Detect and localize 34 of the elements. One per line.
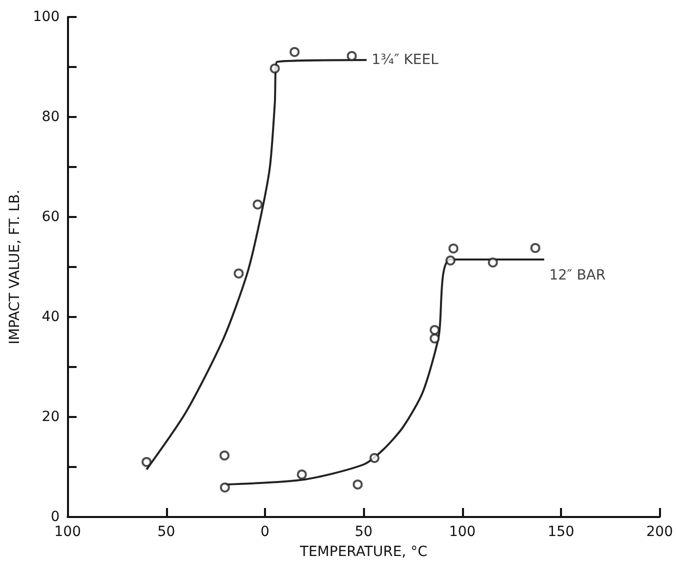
y-axis-title: IMPACT VALUE, FT. LB.	[7, 190, 23, 344]
point	[448, 244, 458, 254]
y-tick-label: 20	[42, 409, 60, 425]
x-tick-label: 50	[354, 524, 373, 540]
x-tick-label: 150	[548, 524, 574, 540]
y-tick-label: 0	[50, 509, 60, 525]
y-tick-label: 60	[42, 209, 60, 225]
point	[530, 243, 540, 253]
annotation: 1¾″ KEEL	[372, 52, 439, 68]
point	[369, 453, 380, 463]
y-tick-label: 80	[42, 109, 60, 125]
y-tick-label: 40	[42, 309, 60, 325]
point	[234, 268, 244, 278]
x-tick-label: 0	[260, 524, 270, 540]
point	[488, 258, 498, 268]
point	[430, 325, 440, 335]
x-axis-title: TEMPERATURE, °C	[298, 544, 428, 560]
x-tick-label: 200	[646, 524, 674, 540]
point	[290, 47, 300, 57]
point	[352, 480, 363, 490]
point	[142, 457, 152, 467]
point	[445, 256, 456, 266]
point	[430, 334, 440, 344]
point	[346, 51, 357, 61]
point	[252, 200, 263, 210]
annotation: 12″ BAR	[549, 268, 606, 284]
y-tick-label: 100	[32, 9, 60, 25]
point	[220, 482, 230, 492]
point	[220, 450, 230, 460]
point	[270, 64, 280, 74]
x-tick-label: 100	[54, 524, 81, 540]
x-tick-label: 50	[157, 524, 176, 540]
point	[296, 470, 307, 480]
x-tick-label: 100	[448, 524, 476, 540]
